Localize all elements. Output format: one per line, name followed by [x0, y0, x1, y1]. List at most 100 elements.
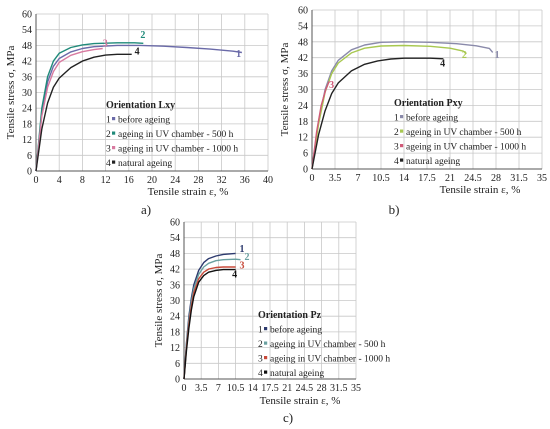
y-tick-label: 24: [22, 104, 32, 115]
curve-label-4: 4: [135, 47, 140, 58]
x-tick-label: 4: [57, 175, 62, 186]
curve-label-1: 1: [236, 49, 241, 60]
legend-number: 1: [258, 326, 263, 336]
legend: Orientation Pz 1 before ageing 2 ageing in U…: [258, 310, 390, 379]
legend-number: 3: [394, 143, 399, 153]
y-tick-label: 12: [298, 133, 308, 144]
curve-label-4: 4: [440, 58, 445, 69]
legend: Orientation Lxy 1 before ageing 2 ageing in …: [106, 100, 238, 169]
y-tick-label: 24: [170, 312, 180, 323]
legend-entry: before ageing: [118, 115, 170, 126]
x-tick-label: 20: [147, 175, 157, 186]
y-tick-label: 6: [303, 149, 308, 160]
y-tick-label: 6: [27, 151, 32, 162]
panel-label: c): [283, 410, 293, 425]
y-tick-label: 60: [298, 6, 308, 17]
series-line-3: [35, 47, 103, 172]
legend-number: 2: [106, 130, 111, 140]
legend-title: Orientation Lxy: [106, 100, 175, 111]
legend-marker: [112, 117, 116, 121]
legend-marker: [400, 144, 404, 148]
x-tick-label: 28: [317, 383, 327, 394]
legend-entry: ageing in UV chamber - 1000 h: [270, 355, 390, 365]
y-axis-label: Tensile stress σ, MPa: [5, 46, 17, 140]
y-tick-label: 48: [22, 41, 32, 52]
y-tick-label: 24: [298, 101, 308, 112]
x-tick-label: 28: [491, 173, 501, 184]
legend-entry: ageing in UV chamber - 500 h: [118, 130, 234, 140]
y-tick-label: 30: [298, 85, 308, 96]
curve-label-2: 2: [244, 252, 249, 263]
y-tick-label: 36: [298, 69, 308, 80]
series-line-1: [311, 41, 494, 170]
legend-marker: [264, 370, 268, 374]
x-tick-label: 0: [310, 173, 315, 184]
legend-entry: before ageing: [270, 325, 322, 336]
x-tick-label: 28: [193, 175, 203, 186]
y-tick-label: 60: [170, 218, 180, 229]
x-tick-label: 35: [537, 173, 547, 184]
x-tick-label: 17.5: [261, 383, 279, 394]
series-line-2: [35, 42, 144, 172]
curve-label-4: 4: [232, 269, 237, 280]
legend-number: 1: [106, 116, 111, 126]
curve-label-3: 3: [103, 39, 108, 50]
y-tick-label: 0: [27, 167, 32, 178]
y-tick-label: 18: [170, 327, 180, 338]
x-tick-label: 3.5: [195, 383, 208, 394]
y-tick-label: 30: [22, 88, 32, 99]
x-tick-label: 8: [80, 175, 85, 186]
series-line-1: [35, 44, 243, 172]
x-tick-label: 24.5: [464, 173, 482, 184]
curve-label-2: 2: [140, 30, 145, 41]
legend-number: 1: [394, 114, 399, 124]
legend-number: 3: [258, 355, 263, 365]
legend-entry: before ageing: [406, 113, 458, 124]
legend-marker: [112, 131, 116, 135]
y-tick-label: 36: [22, 72, 32, 83]
y-tick-label: 54: [298, 21, 308, 32]
legend-number: 4: [258, 369, 263, 379]
y-tick-label: 54: [170, 233, 180, 244]
x-tick-label: 10.5: [372, 173, 390, 184]
legend-entry: natural ageing: [406, 157, 460, 167]
legend-number: 2: [258, 340, 263, 350]
curve-label-3: 3: [329, 80, 334, 91]
x-tick-label: 12: [101, 175, 111, 186]
legend-number: 3: [106, 145, 111, 155]
x-axis-label: Tensile strain ε, %: [260, 395, 341, 407]
curve-label-1: 1: [240, 244, 245, 255]
legend-title: Orientation Pz: [258, 310, 322, 321]
x-tick-label: 21: [282, 383, 292, 394]
x-tick-label: 14: [248, 383, 258, 394]
legend-marker: [264, 327, 268, 331]
curve-label-2: 2: [462, 50, 467, 61]
y-tick-label: 6: [175, 359, 180, 370]
legend-marker: [112, 160, 116, 164]
legend-marker: [400, 158, 404, 162]
y-tick-label: 36: [170, 280, 180, 291]
y-tick-label: 30: [170, 296, 180, 307]
x-tick-label: 24: [170, 175, 180, 186]
legend-marker: [400, 129, 404, 133]
legend-marker: [264, 341, 268, 345]
panel-label: b): [389, 202, 400, 217]
x-tick-label: 3.5: [329, 173, 342, 184]
x-tick-label: 7: [216, 383, 221, 394]
panel-label: a): [141, 202, 151, 217]
legend-marker: [264, 356, 268, 360]
x-tick-label: 32: [217, 175, 227, 186]
y-tick-label: 60: [22, 10, 32, 21]
y-axis-label: Tensile stress σ, MPa: [153, 254, 165, 348]
y-tick-label: 42: [170, 265, 180, 276]
y-axis-label: Tensile stress σ, MPa: [279, 43, 291, 137]
legend-entry: natural ageing: [270, 369, 324, 379]
legend-entry: natural ageing: [118, 159, 172, 169]
y-tick-label: 0: [303, 165, 308, 176]
legend-number: 2: [394, 128, 399, 138]
legend-marker: [112, 146, 116, 150]
legend-number: 4: [394, 157, 399, 167]
